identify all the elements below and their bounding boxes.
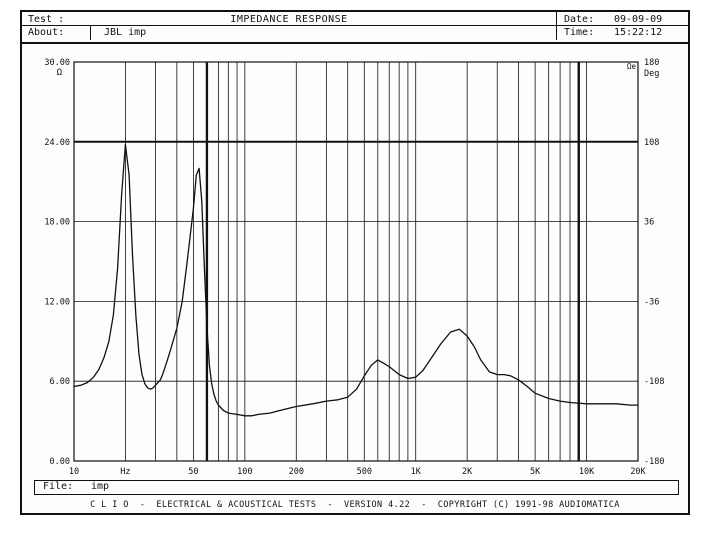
- y-tick-label: 6.00: [50, 377, 70, 387]
- y2-unit-label: Deg: [644, 69, 659, 79]
- y2-tick-label: 108: [644, 138, 659, 148]
- header-row-divider: [22, 25, 688, 26]
- x-tick-label: 2K: [462, 467, 473, 477]
- y2-tick-label: -108: [644, 377, 664, 387]
- about-label: About:: [28, 27, 65, 38]
- date-value: 09-09-09: [614, 14, 663, 25]
- chart-title: IMPEDANCE RESPONSE: [230, 14, 348, 25]
- plot-frame: [73, 61, 639, 462]
- time-value: 15:22:12: [614, 27, 663, 38]
- test-label: Test :: [28, 14, 65, 25]
- x-tick-label: 50: [188, 467, 198, 477]
- x-tick-label: 1K: [411, 467, 422, 477]
- y-tick-label: 24.00: [44, 138, 70, 148]
- y2-tick-label: -36: [644, 297, 659, 307]
- y2-tick-label: -180: [644, 457, 664, 467]
- file-value: imp: [91, 481, 110, 492]
- y2-tick-label: 36: [644, 218, 654, 228]
- file-label: File:: [43, 481, 74, 492]
- impedance-plot: 0.00 6.00 12.00 18.00 24.00 30.00Ω -180 -108 -36…: [44, 58, 664, 477]
- x-tick-label: 10K: [579, 467, 595, 477]
- x-tick-label: 5K: [530, 467, 541, 477]
- y-unit-label: Ω: [57, 68, 63, 78]
- clio-window: Test : IMPEDANCE RESPONSE About: JBL imp…: [20, 10, 690, 515]
- y-tick-label: 30.00: [44, 58, 70, 68]
- x-tick-label: 20K: [630, 467, 646, 477]
- y-tick-label: 0.00: [50, 457, 70, 467]
- header-divider-right: [556, 12, 557, 40]
- y2-tick-label: 180: [644, 58, 659, 68]
- impedance-curve: [73, 143, 638, 417]
- x-tick-label: 100: [237, 467, 252, 477]
- x-tick-label: 500: [357, 467, 372, 477]
- x-tick-label: 10: [69, 467, 79, 477]
- time-label: Time:: [564, 27, 595, 38]
- x-tick-label: 200: [289, 467, 304, 477]
- file-bar: File: imp: [34, 480, 679, 495]
- header-divider-left: [90, 26, 91, 40]
- header-panel: Test : IMPEDANCE RESPONSE About: JBL imp…: [22, 12, 688, 44]
- x-tick-label: Hz: [120, 467, 130, 477]
- y-tick-label: 18.00: [44, 218, 70, 228]
- date-label: Date:: [564, 14, 595, 25]
- y-tick-label: 12.00: [44, 297, 70, 307]
- about-value: JBL imp: [104, 27, 147, 38]
- footer-copyright: C L I O - ELECTRICAL & ACOUSTICAL TESTS …: [90, 500, 620, 510]
- corner-label: Ωe: [627, 62, 637, 71]
